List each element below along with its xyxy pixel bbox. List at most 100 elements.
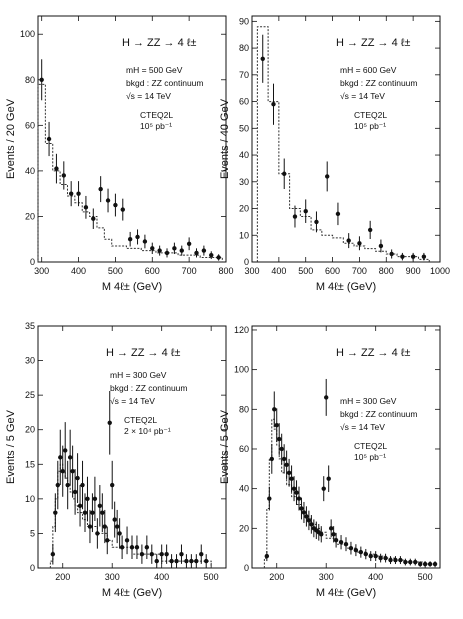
x-axis-label: M 4ℓ± (GeV): [316, 587, 376, 599]
plot-frame: [251, 325, 441, 569]
data-point: [150, 246, 155, 251]
data-point: [274, 422, 279, 428]
data-point: [70, 469, 75, 474]
x-tick-label: 400: [368, 572, 383, 582]
data-point: [299, 506, 304, 511]
data-point: [346, 238, 351, 243]
data-point: [271, 102, 276, 107]
data-point: [432, 561, 438, 567]
data-point: [142, 239, 148, 244]
annotation-text: mH = 600 GeV: [340, 65, 397, 75]
data-point: [199, 551, 204, 557]
background-histogram: [256, 26, 430, 262]
y-tick-label: 120: [234, 325, 249, 335]
data-point: [54, 166, 59, 171]
y-tick-label: 0: [30, 563, 35, 573]
data-point: [120, 207, 125, 212]
data-point: [286, 470, 292, 475]
data-point: [134, 545, 140, 550]
x-tick-label: 300: [319, 572, 334, 582]
data-point: [157, 248, 162, 253]
data-point: [90, 510, 95, 515]
annotation-text: 10⁵ pb⁻¹: [354, 452, 386, 462]
data-point: [60, 469, 65, 474]
x-tick-label: 300: [244, 266, 259, 276]
data-point: [100, 510, 105, 515]
data-point: [398, 557, 403, 563]
annotation-text: bkgd : ZZ continuum: [110, 383, 187, 393]
y-tick-label: 60: [25, 120, 35, 130]
annotation-text: 10⁵ pb⁻¹: [140, 121, 172, 131]
process-label: H → ZZ → 4 ℓ±: [106, 347, 180, 359]
y-tick-label: 80: [239, 43, 249, 53]
data-point: [75, 475, 80, 481]
x-tick-label: 400: [71, 266, 86, 276]
data-point: [65, 482, 70, 488]
x-axis-label: M 4ℓ± (GeV): [316, 281, 376, 293]
data-point: [418, 561, 423, 567]
data-point: [149, 551, 154, 557]
data-point: [97, 503, 103, 508]
data-point: [282, 171, 287, 176]
data-point: [368, 553, 373, 559]
data-point: [319, 532, 324, 537]
data-point: [113, 202, 118, 208]
data-point: [135, 234, 140, 240]
data-point: [154, 558, 159, 564]
annotation-text: CTEQ2L: [124, 415, 157, 425]
annotation-text: mH = 500 GeV: [126, 65, 183, 75]
data-point: [68, 191, 74, 196]
data-point: [105, 538, 110, 543]
data-point: [294, 490, 299, 495]
annotation-text: CTEQ2L: [354, 441, 387, 451]
data-point: [112, 517, 117, 522]
annotation-text: √s = 14 TeV: [340, 91, 385, 101]
data-point: [314, 219, 319, 225]
x-tick-label: 700: [352, 266, 367, 276]
data-point: [77, 503, 83, 508]
x-tick-label: 500: [418, 572, 433, 582]
y-tick-label: 90: [239, 16, 249, 26]
y-tick-label: 100: [20, 29, 35, 39]
y-axis-label: Events / 5 GeV: [219, 409, 231, 484]
data-point: [306, 518, 312, 523]
data-point: [46, 136, 52, 142]
y-tick-label: 80: [25, 75, 35, 85]
x-tick-label: 300: [105, 572, 120, 582]
data-point: [184, 558, 189, 564]
data-point: [279, 446, 284, 452]
x-tick-label: 600: [145, 266, 160, 276]
data-point: [321, 486, 326, 491]
data-point: [284, 462, 289, 468]
y-tick-label: 100: [234, 365, 249, 375]
data-point: [53, 510, 58, 515]
data-point: [144, 545, 150, 550]
data-point: [338, 540, 344, 545]
chart-panel-2: 300 400 500 600 700 800 900 1000 0 10 20 30 40 50 60 70…: [219, 15, 450, 293]
y-tick-label: 20: [25, 211, 35, 221]
y-axis-label: Events / 40 GeV: [219, 98, 231, 179]
data-point: [367, 227, 373, 233]
data-point: [378, 243, 384, 249]
data-point: [63, 448, 68, 453]
x-tick-label: 500: [204, 572, 219, 582]
data-point: [421, 254, 427, 259]
data-point: [110, 482, 115, 488]
data-point: [264, 553, 270, 559]
chart-panel-3: 200 300 400 500 0 5 10 15 20 25 30 35 M 4ℓ± (GeV) Eve…: [5, 321, 227, 599]
y-tick-label: 50: [239, 123, 249, 133]
data-point: [201, 248, 207, 253]
data-point: [159, 551, 164, 557]
annotation-text: 2 × 10⁴ pb⁻¹: [124, 426, 171, 436]
plot-frame: [251, 15, 441, 263]
y-tick-label: 5: [30, 528, 35, 538]
data-point: [378, 555, 383, 561]
x-tick-label: 200: [55, 572, 70, 582]
data-point: [186, 241, 192, 246]
y-tick-label: 20: [239, 523, 249, 533]
y-tick-label: 20: [239, 204, 249, 214]
data-point: [39, 77, 44, 82]
data-point: [277, 436, 282, 442]
data-point: [95, 531, 100, 536]
y-tick-label: 80: [239, 404, 249, 414]
